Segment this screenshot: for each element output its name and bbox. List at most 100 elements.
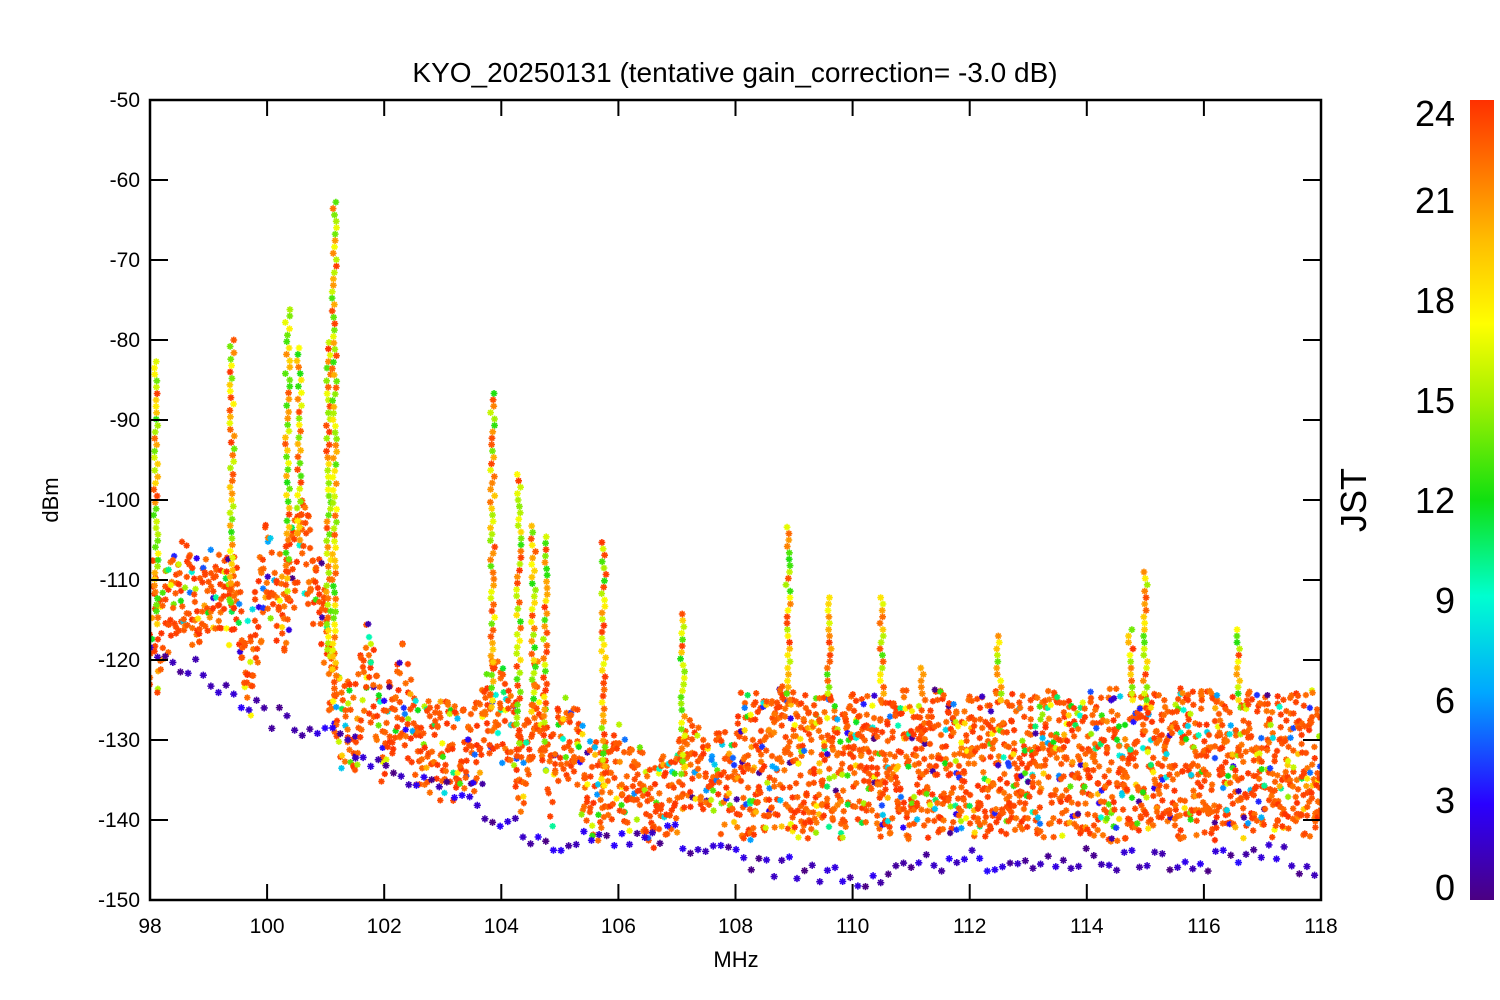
colorbar-label: JST: [1333, 468, 1374, 532]
data-point: [1052, 744, 1060, 752]
data-point: [783, 690, 791, 697]
data-point: [282, 562, 290, 569]
data-point: [1113, 685, 1120, 693]
data-point: [730, 818, 738, 826]
data-point: [286, 312, 294, 320]
data-point: [918, 737, 926, 744]
data-point: [389, 750, 396, 757]
data-point: [808, 749, 815, 756]
data-point: [879, 791, 886, 798]
data-point: [831, 863, 839, 872]
data-point: [1168, 729, 1176, 737]
data-point: [526, 840, 535, 848]
data-point: [579, 756, 586, 763]
data-point: [152, 358, 160, 365]
data-point: [917, 664, 925, 672]
data-point: [1308, 719, 1315, 726]
data-point: [981, 808, 989, 815]
data-point: [868, 726, 876, 734]
data-point: [1091, 812, 1099, 819]
data-point: [785, 536, 793, 544]
data-point: [1128, 626, 1136, 633]
data-point: [581, 784, 589, 791]
data-point: [559, 715, 567, 723]
data-point: [773, 765, 780, 772]
data-point: [1296, 725, 1303, 732]
data-point: [488, 818, 497, 826]
data-point: [859, 726, 866, 733]
data-point: [488, 607, 496, 615]
data-point: [294, 383, 302, 390]
data-point: [781, 696, 788, 703]
data-point: [687, 803, 694, 811]
data-point: [1135, 827, 1143, 834]
data-point: [848, 734, 855, 741]
data-point: [150, 557, 156, 564]
data-point: [791, 824, 798, 831]
data-point: [494, 729, 502, 737]
data-point: [1276, 703, 1283, 711]
data-point: [562, 694, 569, 701]
data-point: [1031, 693, 1038, 701]
data-point: [702, 773, 709, 781]
data-point: [531, 644, 539, 651]
data-point: [709, 773, 717, 781]
data-point: [721, 755, 729, 762]
data-point: [1253, 773, 1260, 780]
data-point: [1287, 694, 1294, 702]
data-point: [1068, 702, 1075, 710]
data-point: [1281, 810, 1289, 818]
data-point: [424, 753, 431, 760]
data-point: [460, 707, 467, 714]
y-axis-label: dBm: [38, 477, 63, 522]
data-point: [329, 275, 337, 283]
data-point: [212, 594, 220, 601]
data-point: [204, 587, 211, 595]
data-point: [324, 486, 332, 493]
data-point: [230, 445, 238, 453]
data-point: [1243, 794, 1250, 801]
data-point: [489, 658, 497, 666]
data-point: [831, 805, 838, 813]
data-point: [1255, 798, 1262, 805]
data-point: [251, 596, 259, 603]
data-point: [736, 811, 743, 818]
data-point: [1075, 862, 1083, 870]
data-point: [1137, 694, 1145, 701]
y-axis: -50-60-70-80-90-100-110-120-130-140-150: [98, 89, 1321, 912]
data-point: [487, 537, 494, 544]
data-point: [1176, 812, 1184, 819]
colorbar-tick-label: 15: [1415, 380, 1455, 421]
data-point: [918, 806, 925, 813]
data-point: [1258, 758, 1265, 765]
data-point: [601, 769, 609, 777]
data-point: [154, 537, 162, 545]
data-point: [1261, 805, 1269, 813]
data-point: [823, 664, 831, 672]
data-point: [151, 648, 158, 655]
data-point: [150, 486, 158, 493]
data-point: [330, 339, 338, 347]
data-point: [649, 824, 657, 831]
data-point: [1163, 738, 1170, 745]
data-point: [932, 762, 940, 770]
data-point: [977, 802, 984, 809]
data-point: [1035, 745, 1042, 753]
data-point: [284, 447, 291, 454]
data-point: [1274, 700, 1281, 707]
data-point: [541, 661, 549, 669]
data-point: [952, 802, 959, 809]
data-point: [264, 573, 271, 580]
data-point: [987, 753, 994, 761]
data-point: [826, 775, 833, 782]
data-point: [1047, 731, 1055, 739]
data-point: [382, 761, 390, 770]
data-point: [222, 681, 230, 689]
data-point: [1135, 863, 1144, 871]
data-point: [297, 479, 305, 486]
data-point: [1108, 697, 1115, 704]
data-point: [618, 801, 625, 809]
data-point: [666, 812, 673, 819]
data-point: [201, 602, 208, 609]
data-point: [880, 683, 888, 691]
